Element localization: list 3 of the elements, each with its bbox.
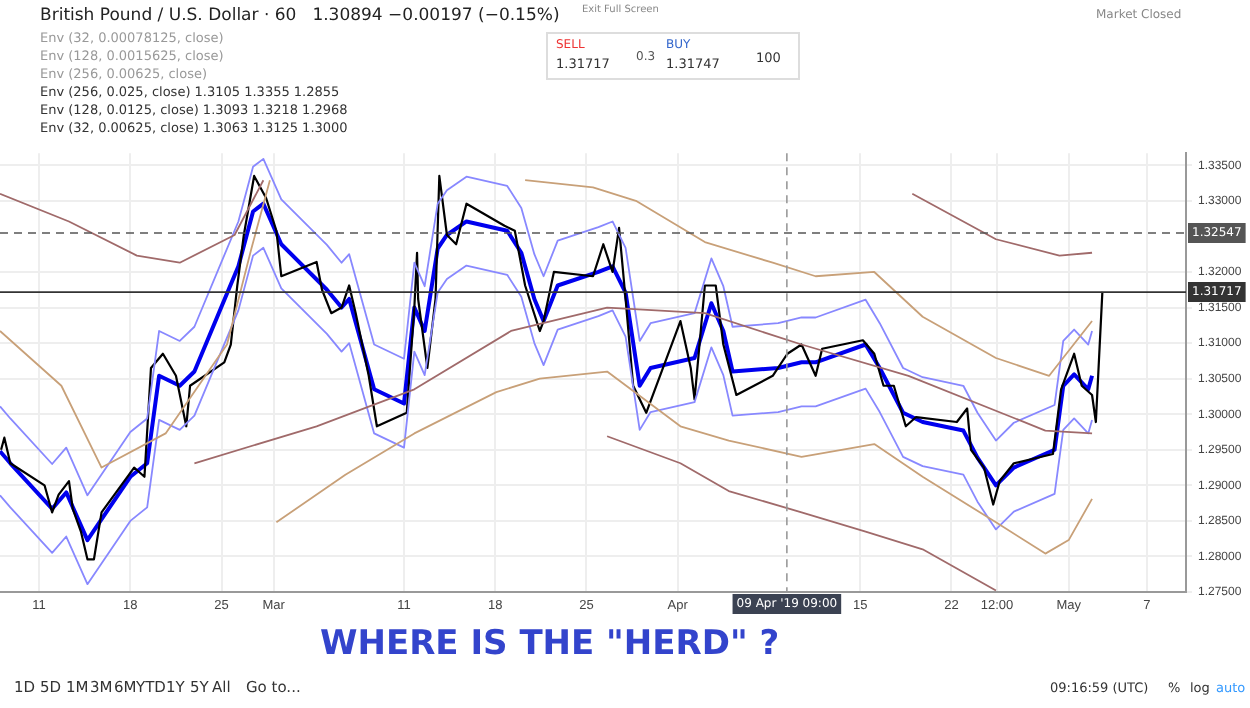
chart-title: British Pound / U.S. Dollar · 60: [40, 6, 297, 26]
text: WHERE IS THE "HERD" ?: [320, 624, 780, 664]
chart-subtitle: 1.30894 −0.00197 (−0.15%): [312, 6, 560, 26]
